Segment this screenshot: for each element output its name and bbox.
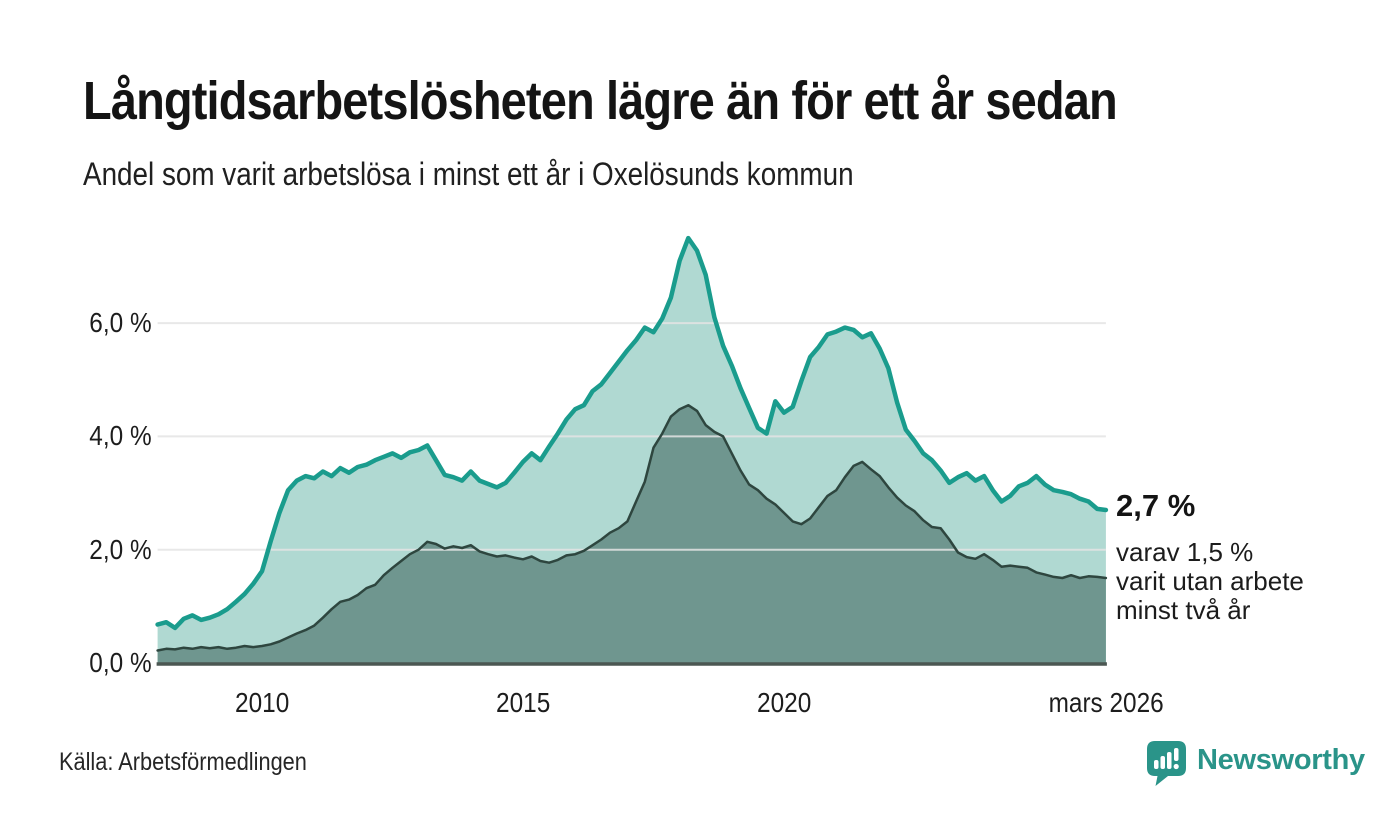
y-tick-label-6: 6,0 %: [89, 307, 152, 339]
end-value-detail: varav 1,5 % varit utan arbete minst två år: [1116, 538, 1304, 625]
end-value-detail-line: minst två år: [1116, 595, 1251, 625]
brand-name: Newsworthy: [1197, 744, 1365, 776]
area-minst-tva-ar: [157, 405, 1106, 663]
plot-svg: [155, 235, 1109, 666]
source-note-text: Källa: Arbetsförmedlingen: [59, 748, 307, 776]
page-subtitle-text: Andel som varit arbetslösa i minst ett å…: [83, 156, 854, 192]
x-tick-label-mars-2026: mars 2026: [1048, 687, 1164, 718]
brand-logo: Newsworthy: [1146, 740, 1365, 787]
end-value-label: 2,7 %: [1116, 488, 1196, 523]
end-value-annotation: 2,7 % varav 1,5 % varit utan arbete minst …: [1116, 488, 1304, 625]
source-note: Källa: Arbetsförmedlingen: [59, 748, 344, 777]
y-tick-label-0: 0,0 %: [89, 647, 152, 678]
newsworthy-logo-icon: [1147, 741, 1186, 786]
line-minst-ett-ar: [155, 235, 1109, 631]
chart-area: [0, 225, 1400, 675]
page-subtitle: Andel som varit arbetslösa i minst ett å…: [83, 156, 969, 193]
end-value-detail-line: varav 1,5 %: [1116, 537, 1254, 567]
y-tick-label-2: 2,0 %: [89, 533, 152, 565]
y-tick-label-4: 4,0 %: [89, 420, 152, 452]
line-minst-tva-ar: [156, 403, 1108, 652]
x-tick-label-2020: 2020: [756, 687, 812, 718]
page-title-text: Långtidsarbetslösheten lägre än för ett …: [83, 71, 1118, 131]
x-tick-label-2010: 2010: [234, 687, 290, 718]
x-tick-label-2015: 2015: [495, 687, 551, 718]
end-value-detail-line: varit utan arbete: [1116, 566, 1304, 596]
page-title: Långtidsarbetslösheten lägre än för ett …: [83, 70, 1271, 132]
